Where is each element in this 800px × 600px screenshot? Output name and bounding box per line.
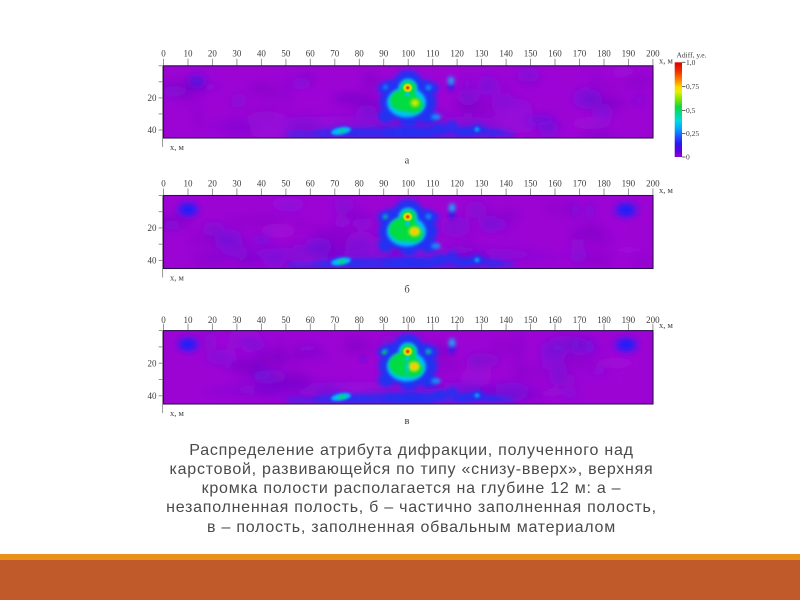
svg-text:0: 0 xyxy=(686,153,690,162)
svg-text:190: 190 xyxy=(622,179,636,189)
svg-text:20: 20 xyxy=(148,223,158,233)
svg-text:170: 170 xyxy=(573,179,587,189)
svg-text:0: 0 xyxy=(161,49,166,59)
svg-text:80: 80 xyxy=(355,179,365,189)
svg-text:x, м: x, м xyxy=(659,55,674,65)
svg-text:50: 50 xyxy=(281,49,291,59)
svg-text:40: 40 xyxy=(148,125,158,135)
svg-text:40: 40 xyxy=(148,256,158,266)
svg-text:160: 160 xyxy=(548,179,562,189)
svg-text:90: 90 xyxy=(379,179,389,189)
svg-text:40: 40 xyxy=(257,179,267,189)
svg-text:40: 40 xyxy=(148,391,158,401)
svg-text:0,75: 0,75 xyxy=(686,82,699,91)
svg-text:10: 10 xyxy=(184,315,194,325)
svg-text:130: 130 xyxy=(475,179,489,189)
svg-text:160: 160 xyxy=(548,49,562,59)
svg-text:60: 60 xyxy=(306,49,316,59)
svg-text:130: 130 xyxy=(475,49,489,59)
svg-text:100: 100 xyxy=(401,315,415,325)
svg-text:140: 140 xyxy=(499,315,513,325)
svg-text:0: 0 xyxy=(161,315,166,325)
svg-text:180: 180 xyxy=(597,49,611,59)
svg-text:40: 40 xyxy=(257,49,267,59)
svg-text:120: 120 xyxy=(450,179,464,189)
svg-text:x, м: x, м xyxy=(170,408,185,418)
svg-text:30: 30 xyxy=(232,179,242,189)
svg-text:50: 50 xyxy=(281,315,291,325)
svg-text:200: 200 xyxy=(646,49,660,59)
svg-text:80: 80 xyxy=(355,315,365,325)
svg-text:30: 30 xyxy=(232,49,242,59)
svg-text:20: 20 xyxy=(148,358,158,368)
svg-text:150: 150 xyxy=(524,315,538,325)
svg-text:130: 130 xyxy=(475,315,489,325)
svg-text:0,5: 0,5 xyxy=(686,106,696,115)
svg-text:40: 40 xyxy=(257,315,267,325)
svg-text:70: 70 xyxy=(330,315,340,325)
svg-text:120: 120 xyxy=(450,49,464,59)
svg-text:150: 150 xyxy=(524,179,538,189)
svg-text:170: 170 xyxy=(573,49,587,59)
svg-text:20: 20 xyxy=(148,93,158,103)
svg-text:60: 60 xyxy=(306,179,316,189)
svg-text:180: 180 xyxy=(597,179,611,189)
svg-text:140: 140 xyxy=(499,49,513,59)
svg-text:110: 110 xyxy=(426,179,440,189)
svg-text:0,25: 0,25 xyxy=(686,129,699,138)
svg-text:20: 20 xyxy=(208,315,218,325)
svg-text:160: 160 xyxy=(548,315,562,325)
svg-text:150: 150 xyxy=(524,49,538,59)
svg-text:30: 30 xyxy=(232,315,242,325)
svg-text:x, м: x, м xyxy=(170,142,185,152)
svg-text:180: 180 xyxy=(597,315,611,325)
svg-text:140: 140 xyxy=(499,179,513,189)
svg-text:170: 170 xyxy=(573,315,587,325)
svg-text:1,0: 1,0 xyxy=(686,58,696,67)
svg-text:110: 110 xyxy=(426,49,440,59)
svg-text:200: 200 xyxy=(646,179,660,189)
svg-text:10: 10 xyxy=(184,49,194,59)
svg-text:x, м: x, м xyxy=(659,320,674,330)
svg-text:90: 90 xyxy=(379,49,389,59)
svg-text:80: 80 xyxy=(355,49,365,59)
svg-text:в: в xyxy=(405,416,410,427)
svg-text:190: 190 xyxy=(622,49,636,59)
svg-text:20: 20 xyxy=(208,49,218,59)
svg-text:70: 70 xyxy=(330,179,340,189)
svg-text:110: 110 xyxy=(426,315,440,325)
svg-text:90: 90 xyxy=(379,315,389,325)
svg-text:100: 100 xyxy=(401,49,415,59)
svg-text:x, м: x, м xyxy=(659,185,674,195)
svg-text:б: б xyxy=(404,285,409,296)
svg-text:190: 190 xyxy=(622,315,636,325)
svg-text:200: 200 xyxy=(646,315,660,325)
svg-text:а: а xyxy=(405,156,410,167)
svg-text:60: 60 xyxy=(306,315,316,325)
svg-text:120: 120 xyxy=(450,315,464,325)
svg-text:70: 70 xyxy=(330,49,340,59)
svg-text:20: 20 xyxy=(208,179,218,189)
svg-text:0: 0 xyxy=(161,179,166,189)
svg-text:10: 10 xyxy=(184,179,194,189)
svg-text:100: 100 xyxy=(401,179,415,189)
svg-text:Adiff, у.е.: Adiff, у.е. xyxy=(677,51,707,60)
svg-text:x, м: x, м xyxy=(170,273,185,283)
svg-text:50: 50 xyxy=(281,179,291,189)
